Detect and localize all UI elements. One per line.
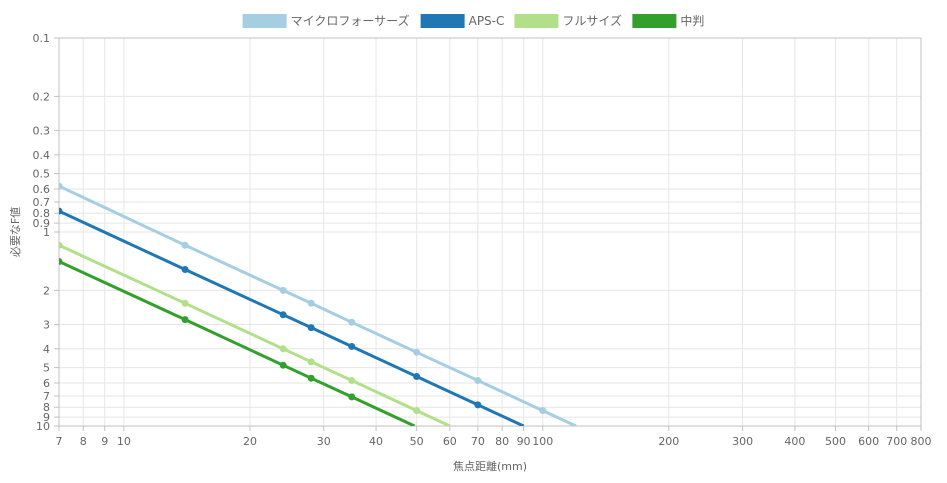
legend-label: フルサイズ — [562, 13, 622, 28]
y-tick-label: 8 — [43, 401, 50, 414]
data-point[interactable] — [279, 286, 287, 294]
y-tick-label: 0.1 — [33, 32, 51, 45]
data-point[interactable] — [413, 407, 421, 415]
y-tick-label: 0.2 — [33, 90, 51, 103]
y-tick-label: 4 — [43, 343, 50, 356]
x-tick-label: 30 — [317, 435, 331, 448]
x-tick-label: 200 — [658, 435, 679, 448]
legend-label: 中判 — [680, 13, 704, 28]
y-tick-label: 9 — [43, 411, 50, 424]
data-point[interactable] — [56, 207, 63, 215]
y-tick-label: 3 — [43, 319, 50, 332]
series-line-3 — [59, 260, 416, 426]
x-tick-label: 70 — [471, 435, 485, 448]
x-tick-label: 20 — [243, 435, 257, 448]
legend-swatch — [514, 14, 559, 28]
plot-border — [58, 37, 922, 427]
legend-label: APS-C — [469, 14, 505, 28]
x-tick-label: 300 — [732, 435, 753, 448]
y-tick-label: 2 — [43, 284, 50, 297]
y-tick-label: 10 — [36, 420, 50, 433]
x-axis-title: 焦点距離(mm) — [453, 459, 527, 473]
data-point[interactable] — [56, 241, 63, 249]
y-tick-label: 6 — [43, 377, 50, 390]
data-point[interactable] — [348, 318, 356, 326]
legend-item-1[interactable]: APS-C — [420, 14, 505, 28]
x-tick-label: 50 — [410, 435, 424, 448]
data-point[interactable] — [181, 265, 189, 273]
data-point[interactable] — [279, 361, 287, 369]
y-tick-label: 0.6 — [33, 183, 51, 196]
series-line-1 — [59, 209, 525, 426]
data-point[interactable] — [181, 299, 189, 307]
legend-item-2[interactable]: フルサイズ — [514, 13, 622, 28]
data-point[interactable] — [348, 342, 356, 350]
data-point[interactable] — [348, 377, 356, 385]
y-tick-label: 0.8 — [33, 207, 51, 220]
data-point[interactable] — [307, 299, 315, 307]
x-tick-label: 9 — [101, 435, 108, 448]
y-tick-label: 0.4 — [33, 149, 51, 162]
x-tick-label: 700 — [886, 435, 907, 448]
legend-label: マイクロフォーサーズ — [291, 13, 410, 28]
data-point[interactable] — [307, 374, 315, 382]
data-point[interactable] — [181, 316, 189, 324]
legend: マイクロフォーサーズ APS-C フルサイズ 中判 — [242, 13, 704, 28]
data-point[interactable] — [474, 377, 482, 385]
legend-swatch — [632, 14, 677, 28]
y-tick-label: 0.7 — [33, 196, 51, 209]
x-tick-label: 40 — [369, 435, 383, 448]
x-tick-labels: 7 8 9 10 20 30 40 50 60 70 80 90 100 200 300 400 500 600 7… — [56, 435, 932, 448]
y-tick-label: 0.5 — [33, 168, 51, 181]
data-point[interactable] — [307, 324, 315, 332]
data-point[interactable] — [279, 345, 287, 353]
y-tick-label: 1 — [43, 226, 50, 239]
x-tick-label: 7 — [56, 435, 63, 448]
x-tick-label: 10 — [117, 435, 131, 448]
y-tick-label: 0.9 — [33, 217, 51, 230]
data-point[interactable] — [413, 373, 421, 381]
y-axis-title: 必要なF値 — [9, 207, 22, 257]
grid — [58, 37, 922, 427]
x-tick-label: 100 — [532, 435, 553, 448]
series-lines — [59, 184, 577, 426]
y-tick-label: 5 — [43, 362, 50, 375]
series-line-0 — [59, 184, 577, 426]
data-point[interactable] — [181, 241, 189, 249]
data-point[interactable] — [348, 393, 356, 401]
series-points — [56, 182, 547, 415]
legend-item-0[interactable]: マイクロフォーサーズ — [242, 13, 410, 28]
series-line-2 — [59, 243, 451, 426]
data-point[interactable] — [413, 348, 421, 356]
axes — [54, 37, 922, 431]
legend-swatch — [420, 14, 465, 28]
x-tick-label: 500 — [825, 435, 846, 448]
data-point[interactable] — [539, 407, 547, 415]
data-point[interactable] — [279, 311, 287, 319]
x-tick-label: 600 — [858, 435, 879, 448]
x-tick-label: 8 — [80, 435, 87, 448]
y-tick-label: 0.3 — [33, 125, 51, 138]
x-tick-label: 90 — [517, 435, 531, 448]
x-tick-label: 800 — [911, 435, 932, 448]
y-tick-label: 7 — [43, 390, 50, 403]
data-point[interactable] — [474, 401, 482, 409]
data-point[interactable] — [307, 358, 315, 366]
data-point[interactable] — [56, 182, 63, 190]
x-tick-label: 60 — [443, 435, 457, 448]
x-tick-label: 80 — [495, 435, 509, 448]
legend-swatch — [242, 14, 287, 28]
data-point[interactable] — [56, 258, 63, 266]
legend-item-3[interactable]: 中判 — [632, 13, 704, 28]
x-tick-label: 400 — [784, 435, 805, 448]
